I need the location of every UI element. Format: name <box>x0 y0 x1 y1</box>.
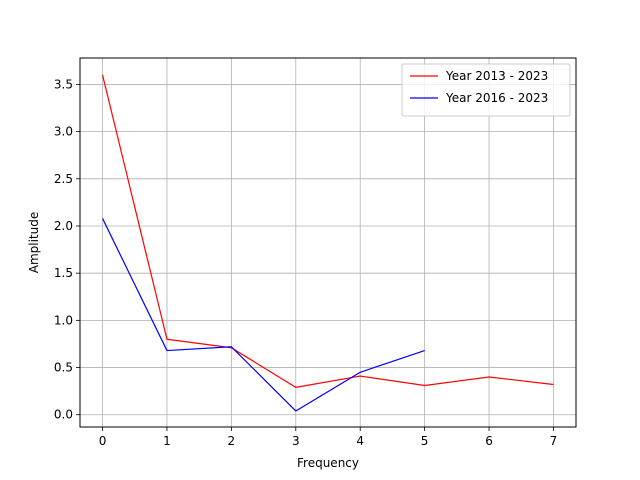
y-axis-label: Amplitude <box>27 212 41 274</box>
legend-box <box>401 63 571 117</box>
y-tick-label: 1.5 <box>54 266 73 280</box>
y-tick-label: 2.0 <box>54 219 73 233</box>
x-tick-label: 6 <box>485 434 493 448</box>
y-tick-label: 0.5 <box>54 361 73 375</box>
x-tick-label: 0 <box>99 434 107 448</box>
x-tick-label: 5 <box>421 434 429 448</box>
legend-label-1: Year 2013 - 2023 <box>445 69 548 83</box>
plot-frame <box>79 57 577 428</box>
x-axis-label: Frequency <box>297 456 359 470</box>
x-tick-label: 3 <box>292 434 300 448</box>
y-tick-label: 2.5 <box>54 172 73 186</box>
series-line-1 <box>101 74 554 388</box>
x-tick-label: 7 <box>550 434 558 448</box>
y-axis-ticks: 0.0 0.5 1.0 1.5 2.0 2.5 3.0 3.5 <box>54 77 80 422</box>
y-tick-label: 0.0 <box>54 408 73 422</box>
y-tick-label: 3.5 <box>54 77 73 91</box>
series-line-2 <box>102 218 425 412</box>
x-axis-ticks: 0 1 2 3 4 5 6 7 <box>99 427 558 448</box>
series-lines <box>101 74 554 412</box>
x-tick-label: 1 <box>163 434 171 448</box>
y-tick-label: 3.0 <box>54 125 73 139</box>
y-tick-label: 1.0 <box>54 313 73 327</box>
legend: Year 2013 - 2023 Year 2016 - 2023 <box>401 63 571 117</box>
legend-label-2: Year 2016 - 2023 <box>445 91 548 105</box>
x-tick-label: 4 <box>356 434 364 448</box>
x-tick-label: 2 <box>228 434 236 448</box>
